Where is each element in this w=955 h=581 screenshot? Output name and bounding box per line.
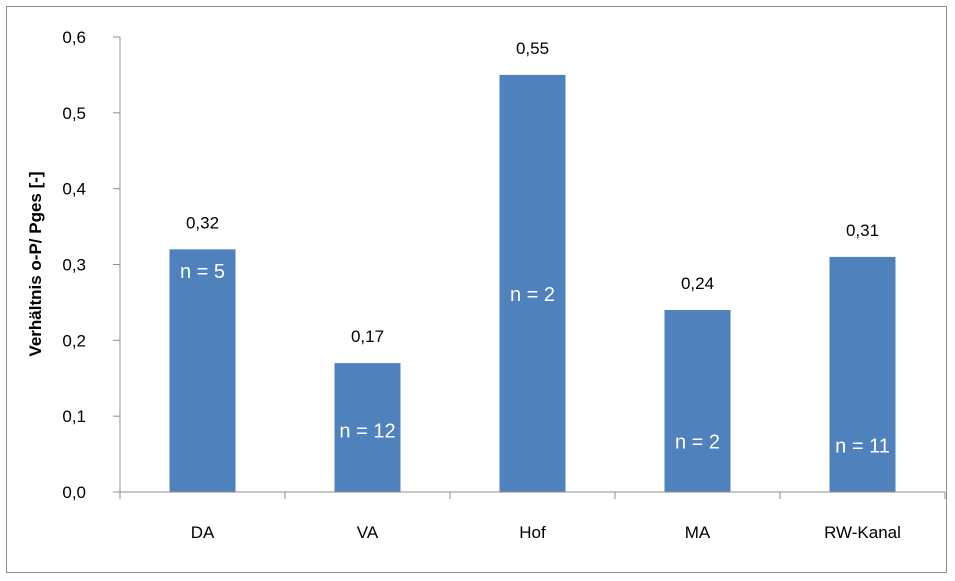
n-label: n = 11 [835,436,890,458]
n-label: n = 2 [675,432,720,454]
y-axis-title-group: Verhältnis o-P/ Pges [-] [26,171,45,356]
category-label: RW-Kanal [824,523,901,542]
y-tick-label: 0,5 [62,104,86,123]
bar-rw-kanal [829,256,896,492]
y-tick-label: 0,4 [62,180,86,199]
n-label: n = 5 [180,261,225,283]
bar-hof [499,74,566,493]
labels: 0,32 n = 5 DA 0,17 n = 12 VA 0,55 n = 2 Hof 0,24 n… [180,39,901,542]
y-tick-label: 0,0 [62,483,86,502]
category-label: DA [191,523,215,542]
y-axis-title: Verhältnis o-P/ Pges [-] [26,171,45,356]
value-label: 0,55 [516,39,549,58]
n-label: n = 12 [339,420,395,442]
bar-da [169,249,236,492]
n-label: n = 2 [510,284,555,306]
bars [169,74,896,493]
value-label: 0,32 [186,213,219,232]
category-label: Hof [519,523,546,542]
chart-frame [6,6,947,573]
value-label: 0,24 [681,274,714,293]
bar-ma [664,310,731,492]
bar-va [334,363,401,492]
category-label: MA [685,523,711,542]
category-label: VA [357,523,379,542]
value-label: 0,31 [846,221,879,240]
y-tick-label: 0,3 [62,256,86,275]
y-tick-label: 0,1 [62,407,86,426]
y-tick-label: 0,2 [62,331,86,350]
value-label: 0,17 [351,327,384,346]
axes: 0,0 0,1 0,2 0,3 0,4 0,5 0,6 [62,28,946,502]
y-tick-label: 0,6 [62,28,86,47]
